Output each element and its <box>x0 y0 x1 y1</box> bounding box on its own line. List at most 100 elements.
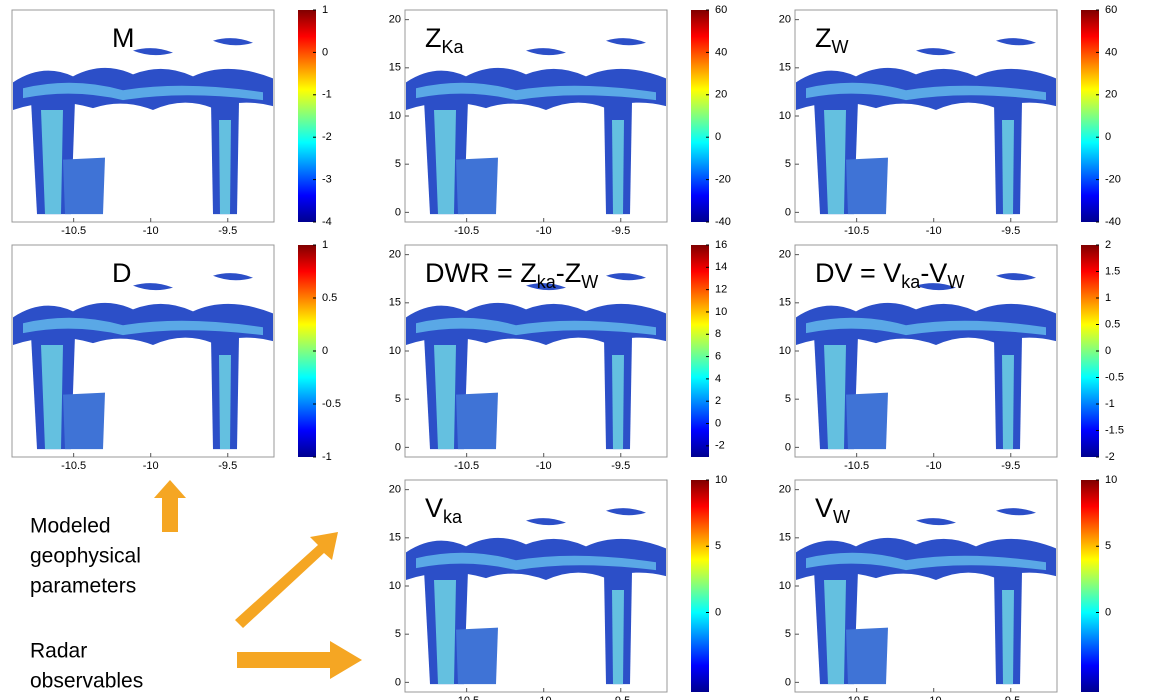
panel-title: DWR = Zka-ZW <box>425 258 598 292</box>
arrow-right <box>237 641 362 679</box>
y-tick-label: 0 <box>395 676 401 688</box>
colorbar-tick-label: 16 <box>715 239 727 251</box>
colorbar-tick-label: 60 <box>1105 4 1117 16</box>
y-tick-label: 5 <box>785 628 791 640</box>
x-tick-label: -9.5 <box>1001 225 1020 237</box>
y-tick-label: 5 <box>395 628 401 640</box>
y-tick-label: 0 <box>395 206 401 218</box>
colorbar-tick-label: -20 <box>715 174 731 186</box>
arrow-diagonal <box>235 532 338 628</box>
x-tick-label: -10.5 <box>844 695 869 700</box>
title-text: DV = V <box>815 258 901 288</box>
x-tick-label: -10 <box>926 695 942 700</box>
colorbar-tick-label: -40 <box>1105 216 1121 228</box>
y-tick-label: 15 <box>779 62 791 74</box>
y-tick-label: 10 <box>779 110 791 122</box>
x-tick-label: -10 <box>536 460 552 472</box>
x-tick-label: -10.5 <box>61 460 86 472</box>
arrows <box>154 480 362 679</box>
title-text: V <box>425 493 443 523</box>
annotation-line: geophysical <box>30 545 141 568</box>
panel: -10.5 -10 -9.5 M 1 0 -1 -2 -3 -4 <box>11 4 332 237</box>
panel: -10.5 -10 -9.5 0 5 10 15 20 ZW 60 40 20 0 -20 -40 <box>779 4 1121 237</box>
title-subscript: W <box>832 37 849 57</box>
title-subscript: W <box>833 507 850 527</box>
panel-title: ZKa <box>425 23 465 57</box>
title-text: D <box>112 258 132 288</box>
x-tick-label: -10.5 <box>454 225 479 237</box>
x-tick-label: -9.5 <box>218 225 237 237</box>
colorbar-tick-label: -4 <box>322 216 332 228</box>
panel-title: ZW <box>815 23 849 57</box>
colorbar-tick-label: -1 <box>1105 398 1115 410</box>
colorbar-tick-label: 12 <box>715 284 727 296</box>
colorbar-tick-label: 1 <box>322 239 328 251</box>
panel-title: VW <box>815 493 850 527</box>
x-tick-label: -10 <box>143 225 159 237</box>
colorbar-tick-label: 20 <box>1105 89 1117 101</box>
annotation-line: parameters <box>30 575 136 598</box>
colorbar-tick-label: -1 <box>322 451 332 463</box>
y-tick-label: 0 <box>395 441 401 453</box>
colorbar <box>1081 480 1099 692</box>
panel-title: DV = Vka-VW <box>815 258 964 292</box>
x-tick-label: -10 <box>143 460 159 472</box>
y-tick-label: 20 <box>779 249 791 261</box>
colorbar-tick-label: 1 <box>1105 292 1111 304</box>
colorbar-tick-label: 20 <box>715 89 727 101</box>
panel-title: D <box>112 258 132 288</box>
x-tick-label: -10 <box>536 225 552 237</box>
y-tick-label: 10 <box>389 580 401 592</box>
y-tick-label: 0 <box>785 206 791 218</box>
panel: -10.5 -10 -9.5 0 5 10 15 20 VW 10 5 0 <box>779 474 1118 700</box>
colorbar-tick-label: 0 <box>322 46 328 58</box>
colorbar-tick-label: 0.5 <box>1105 318 1120 330</box>
colorbar-tick-label: 40 <box>1105 46 1117 58</box>
annotations: Modeled geophysical parameters Radar observa… <box>30 515 143 693</box>
colorbar-tick-label: 60 <box>715 4 727 16</box>
y-tick-label: 15 <box>389 297 401 309</box>
colorbar <box>691 245 709 457</box>
panel: -10.5 -10 -9.5 0 5 10 15 20 ZKa 60 40 20 0 -20 -40 <box>389 4 731 237</box>
y-tick-label: 10 <box>779 580 791 592</box>
y-tick-label: 5 <box>395 393 401 405</box>
colorbar-tick-label: 0 <box>1105 131 1111 143</box>
panel-title: M <box>112 23 135 53</box>
x-tick-label: -9.5 <box>611 695 630 700</box>
colorbar <box>691 10 709 222</box>
y-tick-label: 20 <box>389 249 401 261</box>
colorbar-tick-label: 0 <box>322 345 328 357</box>
colorbar-tick-label: -2 <box>322 131 332 143</box>
y-tick-label: 0 <box>785 676 791 688</box>
colorbar-tick-label: 2 <box>715 395 721 407</box>
colorbar <box>298 245 316 457</box>
colorbar-tick-label: -3 <box>322 174 332 186</box>
colorbar-tick-label: 0 <box>715 417 721 429</box>
colorbar-tick-label: 10 <box>715 474 727 486</box>
y-tick-label: 15 <box>389 62 401 74</box>
title-subscript: Ka <box>442 37 465 57</box>
panel: -10.5 -10 -9.5 0 5 10 15 20 Vka 10 5 0 <box>389 474 728 700</box>
colorbar-tick-label: 5 <box>1105 540 1111 552</box>
colorbar-tick-label: 6 <box>715 350 721 362</box>
colorbar-tick-label: -1.5 <box>1105 424 1124 436</box>
colorbar-tick-label: 40 <box>715 46 727 58</box>
colorbar-tick-label: 0.5 <box>322 292 337 304</box>
title-text: M <box>112 23 135 53</box>
x-tick-label: -10.5 <box>454 695 479 700</box>
y-tick-label: 0 <box>785 441 791 453</box>
x-tick-label: -9.5 <box>218 460 237 472</box>
x-tick-label: -10 <box>926 225 942 237</box>
colorbar-tick-label: 14 <box>715 261 727 273</box>
arrow-up <box>162 496 178 532</box>
colorbar-tick-label: 10 <box>715 306 727 318</box>
y-tick-label: 5 <box>785 393 791 405</box>
y-tick-label: 20 <box>779 14 791 26</box>
x-tick-label: -9.5 <box>1001 695 1020 700</box>
colorbar-tick-label: 0 <box>715 131 721 143</box>
y-tick-label: 15 <box>389 532 401 544</box>
panel-title: Vka <box>425 493 463 527</box>
colorbar-tick-label: -2 <box>1105 451 1115 463</box>
